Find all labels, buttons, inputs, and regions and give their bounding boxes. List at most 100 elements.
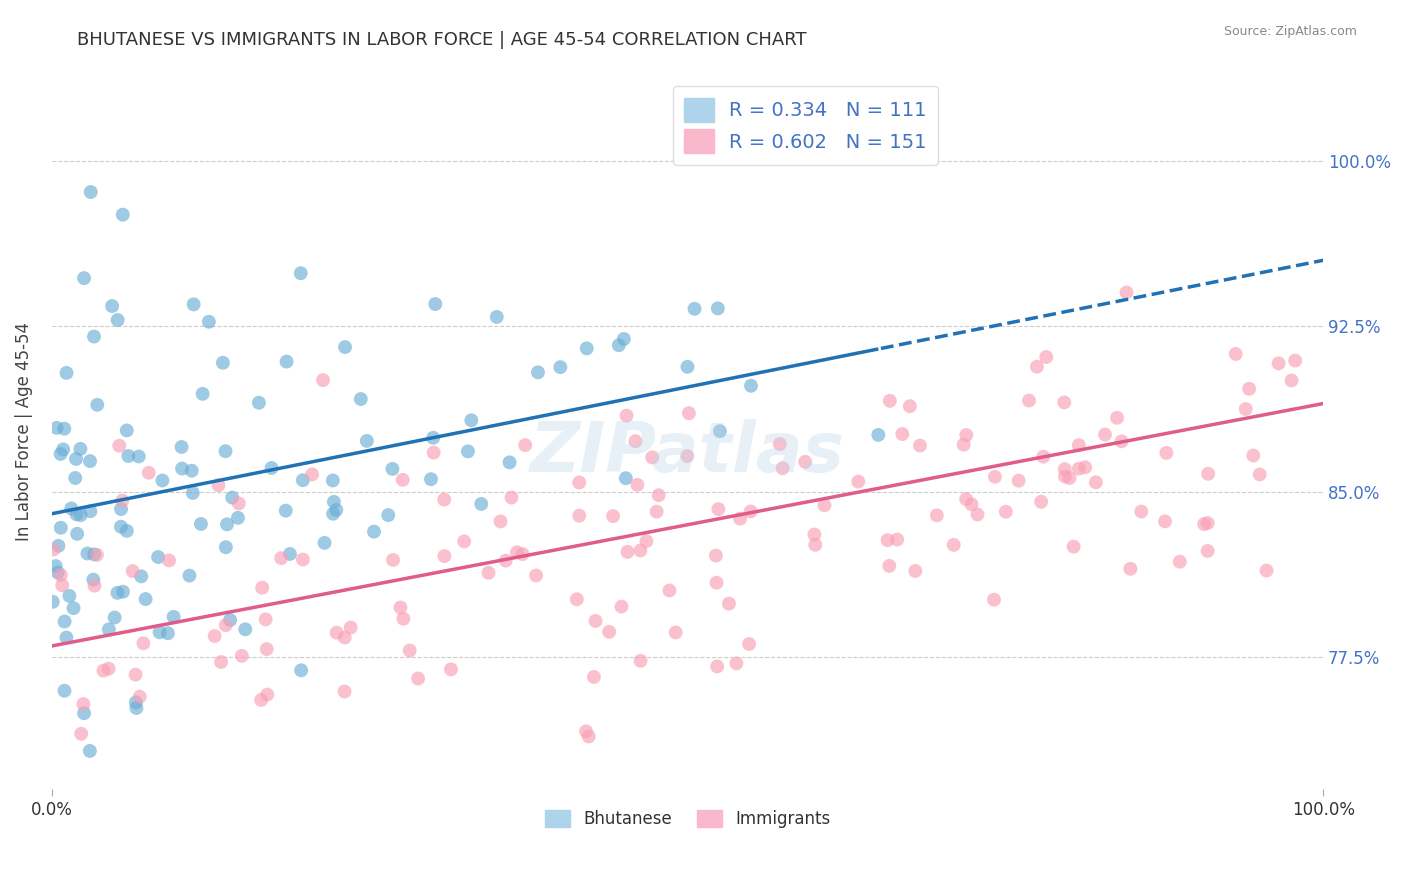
Point bbox=[170, 440, 193, 454]
Point bbox=[406, 672, 429, 686]
Point bbox=[794, 455, 817, 469]
Point bbox=[209, 655, 232, 669]
Point bbox=[630, 654, 652, 668]
Point bbox=[904, 564, 927, 578]
Point bbox=[966, 508, 988, 522]
Point bbox=[76, 546, 98, 560]
Point bbox=[274, 503, 297, 517]
Point bbox=[506, 545, 529, 559]
Point bbox=[322, 507, 344, 521]
Point bbox=[278, 547, 301, 561]
Point bbox=[876, 533, 898, 548]
Point bbox=[740, 504, 762, 518]
Point bbox=[290, 266, 312, 280]
Y-axis label: In Labor Force | Age 45-54: In Labor Force | Age 45-54 bbox=[15, 322, 32, 541]
Point bbox=[125, 701, 148, 715]
Point bbox=[228, 496, 250, 510]
Point bbox=[146, 549, 169, 564]
Point bbox=[1018, 393, 1040, 408]
Point bbox=[1234, 402, 1257, 417]
Point bbox=[128, 690, 150, 704]
Point bbox=[613, 332, 636, 346]
Point bbox=[1225, 347, 1247, 361]
Point bbox=[1197, 467, 1219, 481]
Point bbox=[846, 475, 869, 489]
Point bbox=[312, 373, 335, 387]
Point bbox=[578, 730, 600, 744]
Point bbox=[550, 360, 572, 375]
Point bbox=[709, 424, 731, 438]
Point bbox=[107, 313, 129, 327]
Point bbox=[179, 568, 201, 582]
Point bbox=[1241, 449, 1264, 463]
Point bbox=[1053, 395, 1076, 409]
Point bbox=[616, 409, 638, 423]
Point bbox=[1074, 460, 1097, 475]
Point bbox=[138, 466, 160, 480]
Point bbox=[215, 540, 238, 554]
Point bbox=[111, 493, 134, 508]
Point bbox=[149, 625, 172, 640]
Point bbox=[1084, 475, 1107, 490]
Point bbox=[568, 475, 591, 490]
Point bbox=[209, 884, 232, 892]
Point bbox=[704, 549, 727, 563]
Point bbox=[1115, 285, 1137, 300]
Point bbox=[55, 366, 77, 380]
Point bbox=[641, 450, 664, 465]
Point bbox=[891, 427, 914, 442]
Point bbox=[314, 536, 336, 550]
Point bbox=[381, 462, 404, 476]
Point bbox=[72, 697, 94, 711]
Point bbox=[772, 461, 794, 475]
Point bbox=[110, 520, 132, 534]
Text: ZIPatlas: ZIPatlas bbox=[530, 419, 845, 486]
Point bbox=[190, 516, 212, 531]
Point bbox=[291, 473, 314, 487]
Point bbox=[1008, 474, 1031, 488]
Point bbox=[738, 637, 761, 651]
Point bbox=[515, 438, 537, 452]
Point bbox=[527, 365, 550, 379]
Point bbox=[1156, 446, 1178, 460]
Point bbox=[150, 474, 173, 488]
Point bbox=[108, 439, 131, 453]
Point bbox=[470, 497, 492, 511]
Point bbox=[460, 413, 482, 427]
Point bbox=[156, 626, 179, 640]
Point bbox=[1154, 515, 1177, 529]
Point bbox=[877, 558, 900, 573]
Point bbox=[55, 631, 77, 645]
Point bbox=[301, 467, 323, 482]
Point bbox=[602, 509, 624, 524]
Point bbox=[1031, 495, 1053, 509]
Point bbox=[607, 338, 630, 352]
Point bbox=[82, 573, 104, 587]
Point bbox=[955, 492, 977, 507]
Point bbox=[377, 508, 399, 522]
Point bbox=[908, 438, 931, 452]
Point bbox=[994, 505, 1017, 519]
Point bbox=[575, 724, 598, 739]
Point bbox=[398, 643, 420, 657]
Point bbox=[83, 329, 105, 343]
Point bbox=[101, 299, 124, 313]
Point bbox=[254, 612, 277, 626]
Point bbox=[803, 527, 825, 541]
Point bbox=[683, 301, 706, 316]
Point bbox=[121, 564, 143, 578]
Point bbox=[389, 600, 412, 615]
Point bbox=[70, 727, 93, 741]
Point bbox=[1237, 382, 1260, 396]
Point bbox=[565, 592, 588, 607]
Point bbox=[363, 524, 385, 539]
Point bbox=[191, 387, 214, 401]
Point bbox=[104, 610, 127, 624]
Point bbox=[215, 517, 238, 532]
Point bbox=[333, 684, 356, 698]
Point bbox=[132, 636, 155, 650]
Point bbox=[582, 670, 605, 684]
Point bbox=[524, 568, 547, 582]
Point bbox=[1035, 350, 1057, 364]
Point bbox=[610, 599, 633, 614]
